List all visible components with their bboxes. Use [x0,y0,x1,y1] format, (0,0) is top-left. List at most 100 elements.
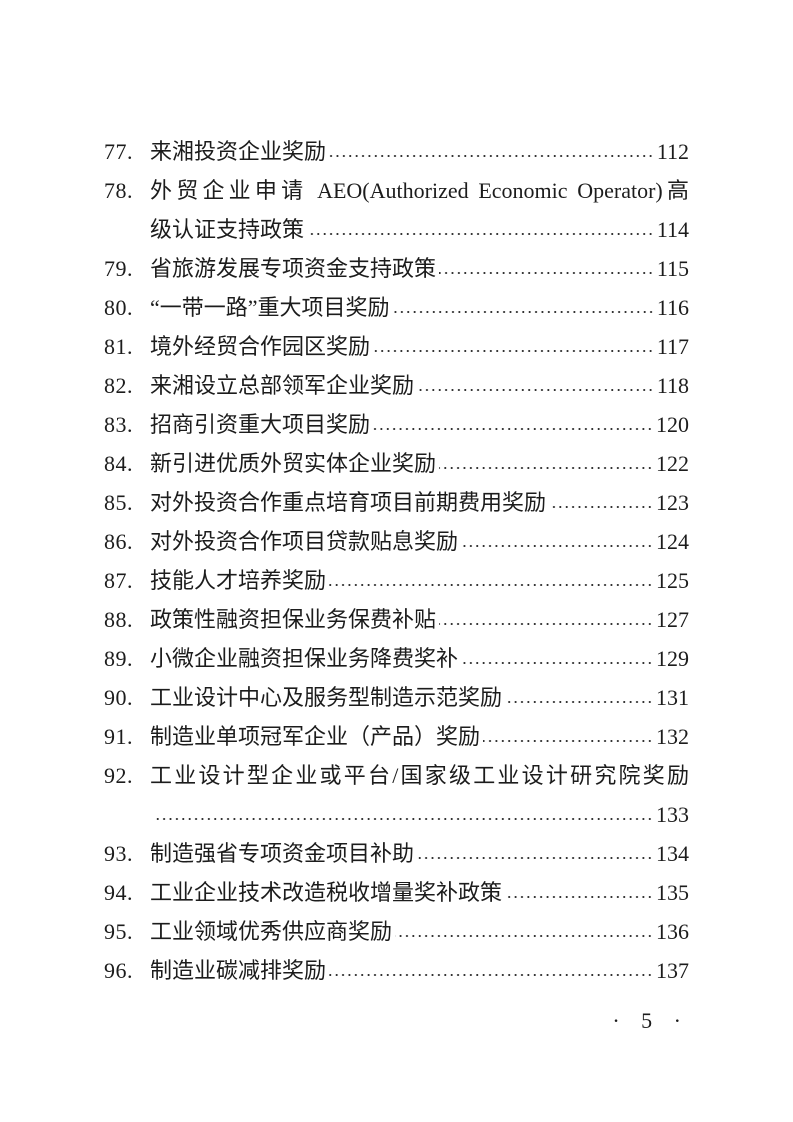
entry-page: 136 [656,919,689,944]
toc-entry[interactable]: 83. 招商引资重大项目奖励 120 [104,405,689,444]
entry-page: 115 [656,256,689,281]
entry-page: 114 [656,217,689,242]
entry-title: 外贸企业申请 AEO(Authorized Economic Operator)… [150,178,689,203]
entry-page: 122 [656,451,689,476]
entry-title: 对外投资合作重点培育项目前期费用奖励 [150,490,547,515]
toc-entry[interactable]: 89. 小微企业融资担保业务降费奖补 129 [104,639,689,678]
page-number: · 5 · [612,1008,689,1033]
entry-number: 90. [104,685,133,710]
entry-page: 127 [656,607,689,632]
dot-leader [329,972,653,977]
toc-entry[interactable]: 85. 对外投资合作重点培育项目前期费用奖励 123 [104,483,689,522]
entry-number: 78. [104,178,133,203]
entry-title: 境外经贸合作园区奖励 [150,334,371,359]
dot-leader [461,660,653,665]
toc-entry[interactable]: 79. 省旅游发展专项资金支持政策 115 [104,249,689,288]
entry-page: 132 [656,724,689,749]
dot-leader [153,816,653,821]
entry-title: 制造业碳减排奖励 [150,958,327,983]
entry-page: 116 [656,295,689,320]
entry-page: 134 [656,841,689,866]
entry-page: 129 [656,646,689,671]
toc-entry-continuation: 级认证支持政策 114 [104,210,689,249]
table-of-contents: 77. 来湘投资企业奖励 112 78. 外贸企业申请 AEO(Authorized E… [104,132,689,990]
entry-title: 制造业单项冠军企业（产品）奖励 [150,724,481,749]
dot-leader [461,543,653,548]
toc-entry[interactable]: 80. “一带一路”重大项目奖励 116 [104,288,689,327]
dot-leader [439,465,653,470]
toc-entry[interactable]: 86. 对外投资合作项目贷款贴息奖励 124 [104,522,689,561]
toc-entry[interactable]: 78. 外贸企业申请 AEO(Authorized Economic Operat… [104,171,689,210]
toc-entry[interactable]: 96. 制造业碳减排奖励 137 [104,951,689,990]
dot-leader [307,231,654,236]
entry-page: 133 [656,802,689,827]
dot-leader [373,348,654,353]
entry-title: 政策性融资担保业务保费补贴 [150,607,437,632]
entry-number: 86. [104,529,133,554]
toc-entry[interactable]: 77. 来湘投资企业奖励 112 [104,132,689,171]
entry-number: 95. [104,919,133,944]
entry-number: 84. [104,451,133,476]
entry-page: 137 [656,958,689,983]
toc-entry[interactable]: 94. 工业企业技术改造税收增量奖补政策 135 [104,873,689,912]
entry-page: 123 [656,490,689,515]
dot-leader [329,582,653,587]
entry-page: 124 [656,529,689,554]
entry-title: 工业企业技术改造税收增量奖补政策 [150,880,503,905]
entry-number: 93. [104,841,133,866]
entry-page: 135 [656,880,689,905]
entry-title: 来湘设立总部领军企业奖励 [150,373,415,398]
entry-title: 省旅游发展专项资金支持政策 [150,256,437,281]
toc-entry-continuation: 133 [104,795,689,834]
entry-number: 83. [104,412,133,437]
entry-number: 82. [104,373,133,398]
entry-page: 118 [656,373,689,398]
toc-entry[interactable]: 87. 技能人才培养奖励 125 [104,561,689,600]
dot-leader [417,387,654,392]
entry-number: 80. [104,295,133,320]
toc-entry[interactable]: 81. 境外经贸合作园区奖励 117 [104,327,689,366]
entry-title: “一带一路”重大项目奖励 [150,295,390,320]
entry-title-continued: 级认证支持政策 [150,217,305,242]
dot-leader [439,270,654,275]
toc-entry[interactable]: 92. 工业设计型企业或平台/国家级工业设计研究院奖励 [104,756,689,795]
entry-title: 来湘投资企业奖励 [150,139,327,164]
entry-number: 88. [104,607,133,632]
dot-leader [505,894,653,899]
toc-entry[interactable]: 90. 工业设计中心及服务型制造示范奖励 131 [104,678,689,717]
entry-number: 96. [104,958,133,983]
entry-title: 工业设计中心及服务型制造示范奖励 [150,685,503,710]
dot-leader [392,309,654,314]
entry-title: 工业领域优秀供应商奖励 [150,919,393,944]
entry-number: 94. [104,880,133,905]
dot-leader [505,699,653,704]
entry-title: 工业设计型企业或平台/国家级工业设计研究院奖励 [150,763,689,788]
entry-page: 117 [656,334,689,359]
entry-number: 92. [104,763,133,788]
dot-leader [373,426,653,431]
entry-number: 91. [104,724,133,749]
entry-title: 制造强省专项资金项目补助 [150,841,415,866]
toc-entry[interactable]: 88. 政策性融资担保业务保费补贴 127 [104,600,689,639]
entry-number: 85. [104,490,133,515]
entry-number: 77. [104,139,133,164]
toc-entry[interactable]: 84. 新引进优质外贸实体企业奖励 122 [104,444,689,483]
entry-title: 对外投资合作项目贷款贴息奖励 [150,529,459,554]
entry-title: 招商引资重大项目奖励 [150,412,371,437]
dot-leader [549,504,653,509]
dot-leader [329,153,654,158]
entry-title: 新引进优质外贸实体企业奖励 [150,451,437,476]
entry-page: 131 [656,685,689,710]
entry-number: 79. [104,256,133,281]
entry-page: 120 [656,412,689,437]
toc-entry[interactable]: 93. 制造强省专项资金项目补助 134 [104,834,689,873]
toc-entry[interactable]: 91. 制造业单项冠军企业（产品）奖励 132 [104,717,689,756]
entry-title: 技能人才培养奖励 [150,568,327,593]
entry-number: 87. [104,568,133,593]
toc-entry[interactable]: 95. 工业领域优秀供应商奖励 136 [104,912,689,951]
dot-leader [417,855,653,860]
toc-entry[interactable]: 82. 来湘设立总部领军企业奖励 118 [104,366,689,405]
entry-number: 89. [104,646,133,671]
dot-leader [439,621,653,626]
dot-leader [483,738,653,743]
